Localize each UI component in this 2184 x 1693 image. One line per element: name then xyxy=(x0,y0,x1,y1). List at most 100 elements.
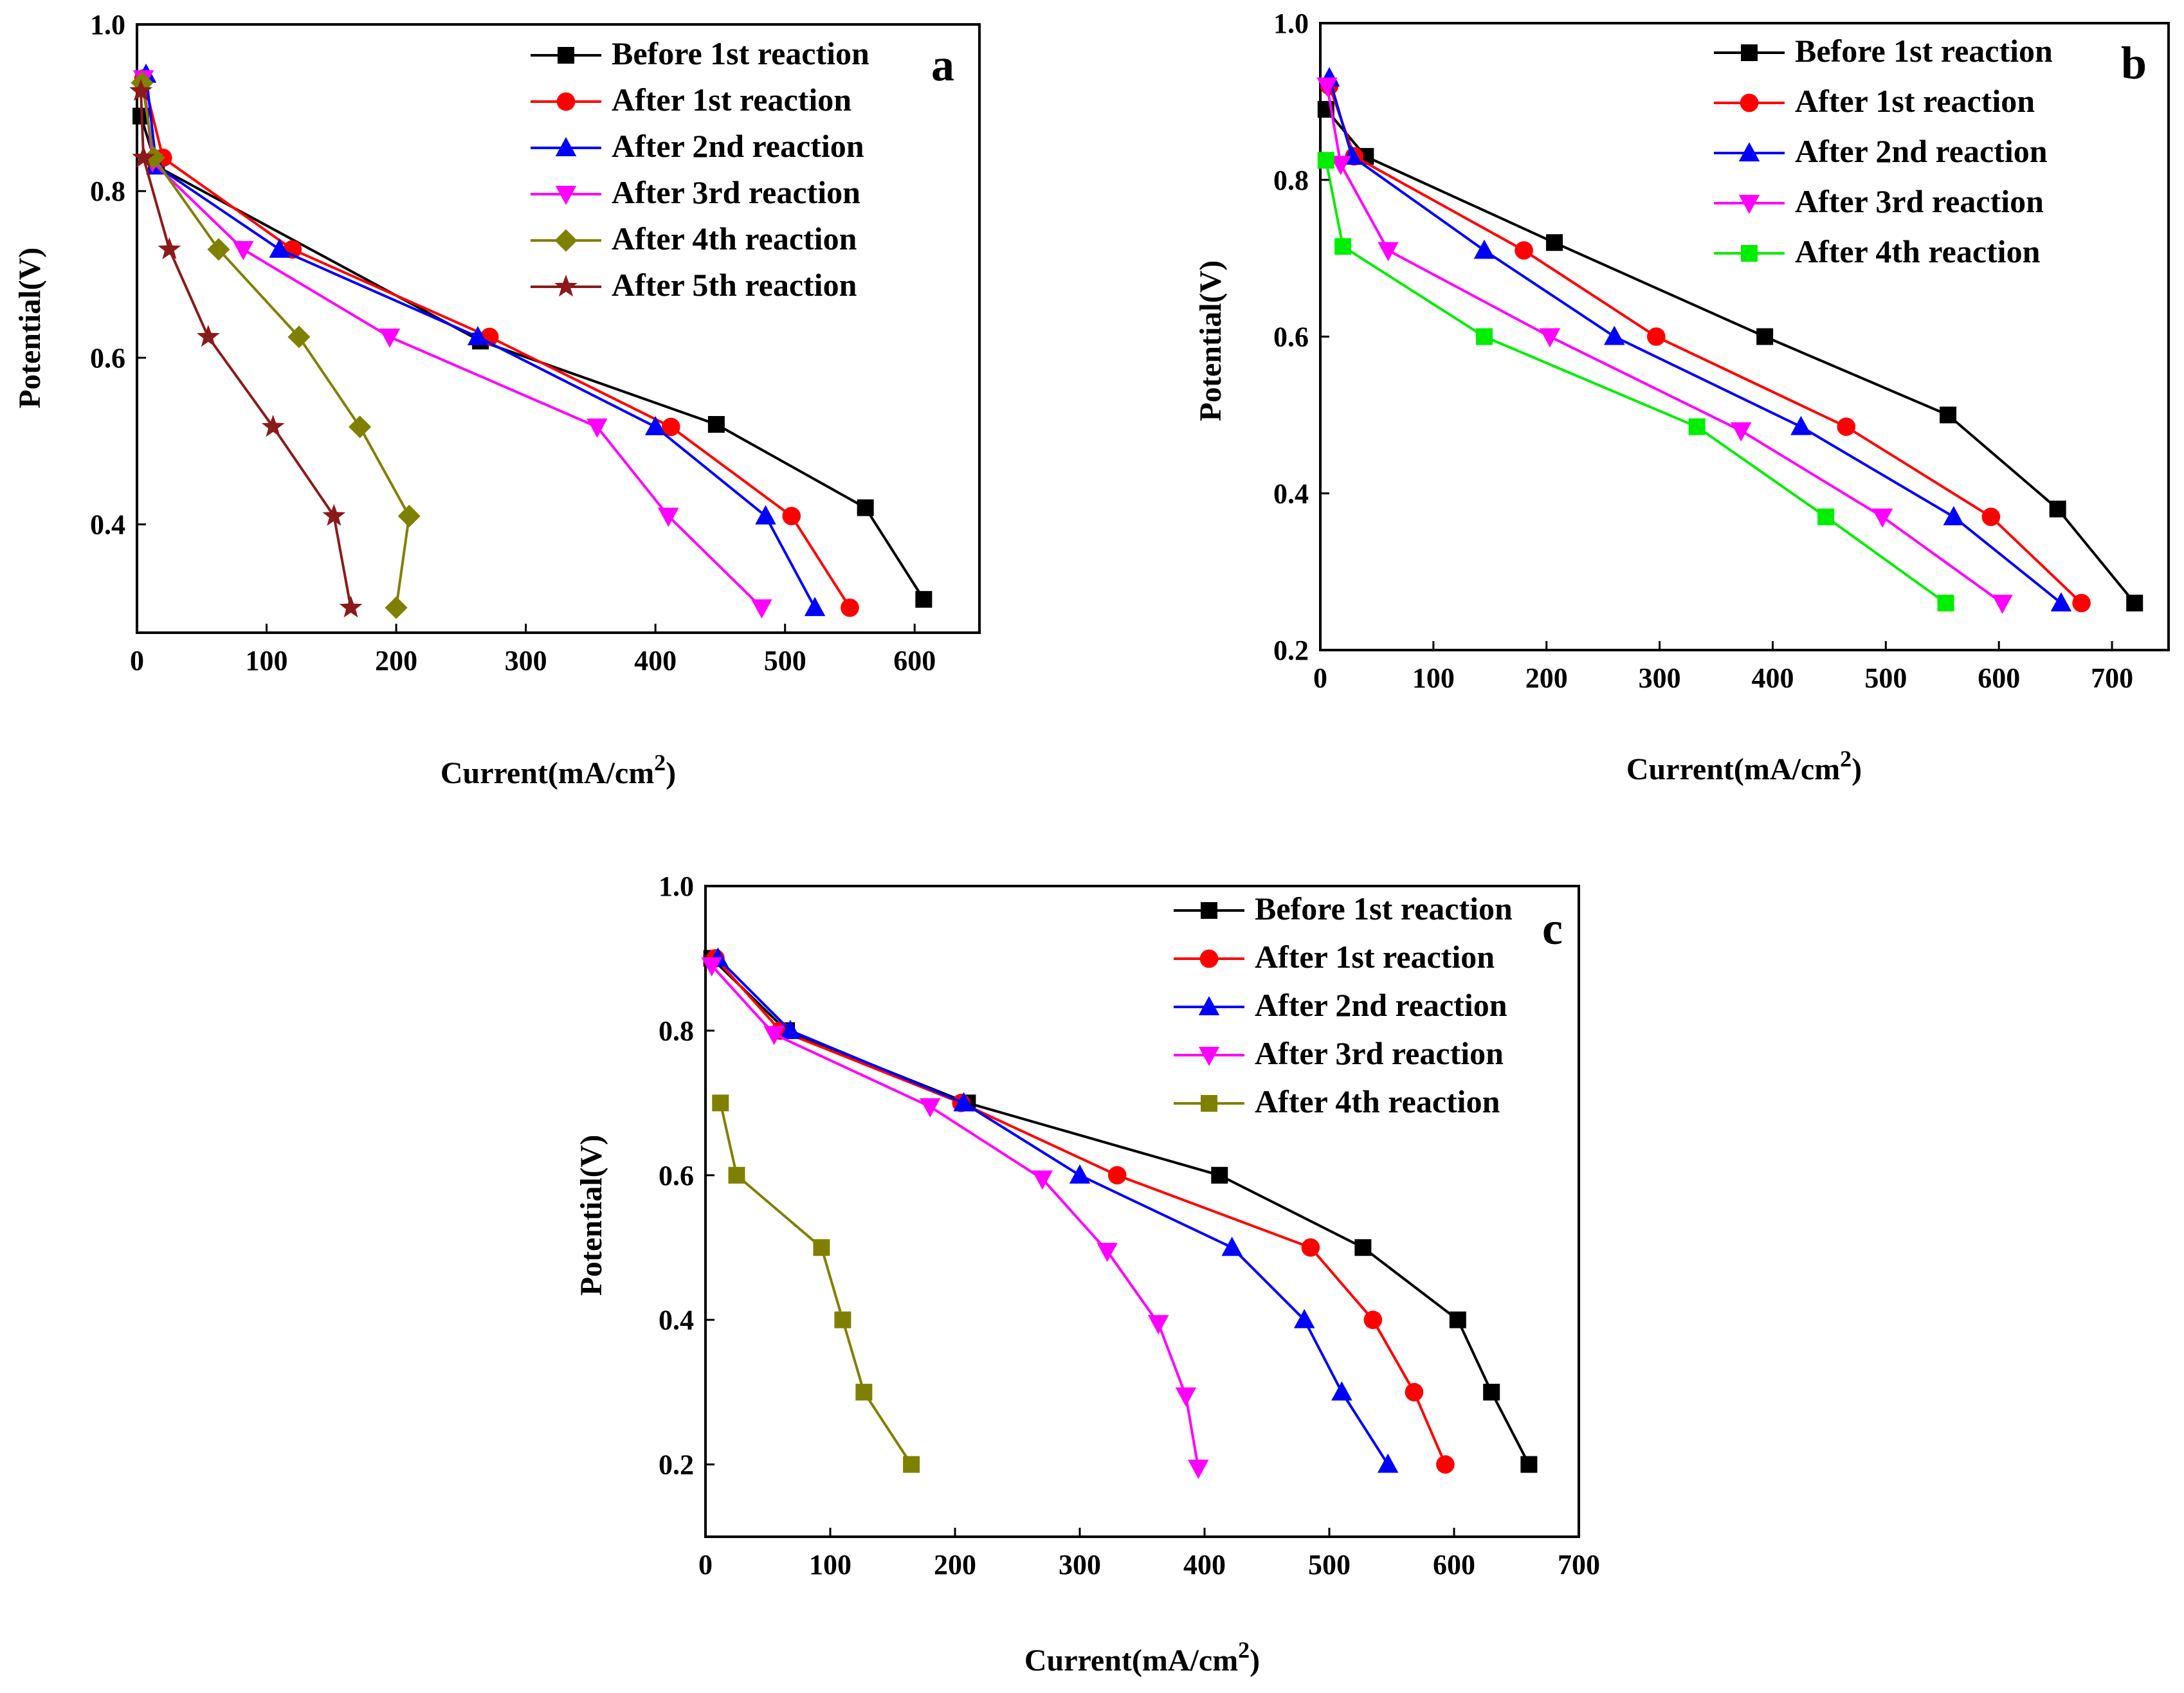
data-point xyxy=(855,1384,873,1401)
data-point xyxy=(755,505,776,525)
data-point xyxy=(953,1092,974,1112)
x-tick-label: 400 xyxy=(634,645,677,676)
data-point xyxy=(919,1098,941,1118)
data-point xyxy=(1992,594,2013,614)
series-6 xyxy=(129,78,363,618)
data-point xyxy=(1817,508,1835,525)
legend-marker xyxy=(1740,93,1759,113)
x-tick-label: 500 xyxy=(764,645,806,676)
data-point xyxy=(712,1094,729,1112)
legend-marker xyxy=(1199,949,1219,968)
data-point xyxy=(1688,418,1706,435)
series-line xyxy=(1324,159,1947,604)
legend-marker xyxy=(1198,996,1220,1015)
data-point xyxy=(1334,238,1352,255)
series-1 xyxy=(1317,101,2143,611)
data-point xyxy=(1449,1311,1466,1328)
data-point xyxy=(129,78,152,101)
data-point xyxy=(1317,152,1334,169)
plot-frame xyxy=(704,885,1580,1538)
legend-marker xyxy=(554,229,578,252)
data-point xyxy=(1363,1310,1383,1329)
x-tick-label: 200 xyxy=(1525,662,1568,694)
plot-frame xyxy=(1319,22,2170,651)
data-point xyxy=(779,1019,801,1039)
data-point xyxy=(349,415,372,439)
data-point xyxy=(1069,1164,1091,1184)
data-point xyxy=(1377,1453,1399,1473)
data-point xyxy=(782,507,801,525)
data-point xyxy=(2049,500,2066,518)
data-point xyxy=(834,1311,851,1328)
legend-item: After 1st reaction xyxy=(1174,939,1495,975)
data-point xyxy=(1546,234,1563,251)
x-tick-label: 400 xyxy=(1183,1549,1226,1580)
panel-a: 0 100 200 300 400 500 600 0.4 0.6 0.8 1.0 Current(… xyxy=(13,9,981,790)
legend-item: After 2nd reaction xyxy=(1714,133,2048,169)
legend-marker xyxy=(1741,44,1758,61)
x-tick-label: 600 xyxy=(893,645,936,676)
data-point xyxy=(763,1026,785,1046)
x-tick-label: 700 xyxy=(1558,1549,1600,1580)
x-axis-title: Current(mA/cm2) xyxy=(1024,1637,1260,1678)
data-point xyxy=(1730,422,1752,442)
data-point xyxy=(1943,505,1965,525)
data-point xyxy=(132,145,155,168)
y-tick-label: 0.8 xyxy=(659,1015,694,1047)
y-tick-label: 0.8 xyxy=(1273,165,1309,196)
series-5 xyxy=(131,71,421,619)
y-tick-label: 1.0 xyxy=(90,9,125,41)
series-line xyxy=(714,957,1447,1465)
data-point xyxy=(287,325,311,349)
legend-marker xyxy=(1738,142,1760,161)
data-point xyxy=(1515,241,1533,260)
data-point xyxy=(857,499,874,516)
legend-item: Before 1st reaction xyxy=(1174,891,1513,927)
data-point xyxy=(1539,328,1561,348)
y-tick-label: 0.4 xyxy=(1273,478,1309,509)
data-point xyxy=(1378,242,1399,262)
panel-b: 0 100 200 300 400 500 600 700 0.2 0.4 0.6 0.8 1.0 Cu… xyxy=(1194,8,2170,786)
y-tick-label: 0.6 xyxy=(659,1160,694,1191)
data-point xyxy=(1981,507,2001,527)
data-point xyxy=(261,415,285,437)
legend-item: Before 1st reaction xyxy=(531,35,869,71)
legend-item: Before 1st reaction xyxy=(1714,33,2053,69)
series-line xyxy=(716,957,1389,1465)
x-tick-label: 300 xyxy=(505,645,547,676)
x-tick-label: 100 xyxy=(1412,662,1455,694)
data-point xyxy=(1097,1242,1118,1262)
panel-label-a: a xyxy=(931,39,954,91)
x-axis-title: Current(mA/cm2) xyxy=(1626,746,1862,786)
legend-label: After 2nd reaction xyxy=(1255,987,1507,1023)
data-point xyxy=(841,598,859,617)
data-point xyxy=(207,238,230,261)
y-tick-label: 1.0 xyxy=(659,871,694,902)
y-tick-label: 0.4 xyxy=(90,509,125,541)
series-line xyxy=(711,964,1200,1469)
x-tick-label: 500 xyxy=(1864,662,1907,694)
series-4 xyxy=(1316,77,2013,614)
legend-item: After 3rd reaction xyxy=(1174,1035,1504,1071)
data-point xyxy=(1871,508,1893,528)
legend-item: After 4th reaction xyxy=(1714,233,2041,269)
x-tick-label: 0 xyxy=(1313,662,1327,694)
data-point xyxy=(1211,1166,1228,1184)
legend-label: Before 1st reaction xyxy=(1255,891,1513,927)
data-point xyxy=(1405,1382,1424,1402)
legend-label: After 3rd reaction xyxy=(1795,183,2044,219)
legend-marker xyxy=(556,92,576,111)
y-tick-label: 0.8 xyxy=(90,176,125,207)
x-tick-label: 500 xyxy=(1308,1549,1351,1580)
data-point xyxy=(804,597,826,617)
legend-item: After 4th reaction xyxy=(1174,1083,1500,1119)
data-point xyxy=(701,957,722,977)
data-point xyxy=(1520,1456,1538,1473)
data-point xyxy=(2072,593,2091,613)
y-tick-label: 0.4 xyxy=(659,1305,694,1336)
legend-label: After 2nd reaction xyxy=(612,128,864,164)
data-point xyxy=(233,240,254,260)
x-tick-label: 0 xyxy=(698,1549,713,1580)
data-point xyxy=(339,595,363,618)
legend-item: After 2nd reaction xyxy=(531,128,864,164)
